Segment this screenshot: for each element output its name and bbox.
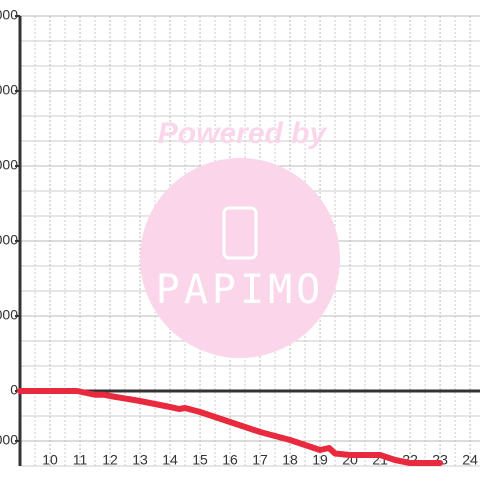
y-tick-label: 120,000	[0, 82, 18, 98]
x-tick-label: 12	[102, 452, 118, 468]
x-tick-label: 19	[312, 452, 328, 468]
x-tick-label: 16	[222, 452, 238, 468]
x-tick-label: 17	[252, 452, 268, 468]
x-tick-label: 11	[73, 452, 88, 468]
x-tick-label: 24	[462, 452, 478, 468]
y-tick-label: 60,000	[0, 232, 18, 248]
watermark-logo: PAPIMO	[156, 267, 325, 313]
y-tick-label: -20,000	[0, 432, 18, 448]
y-tick-label: 30,000	[0, 307, 18, 323]
data-line	[17, 388, 444, 466]
watermark-phone	[222, 206, 258, 260]
x-tick-label: 10	[42, 452, 58, 468]
x-tick-label: 15	[192, 452, 208, 468]
watermark-title: Powered by	[158, 117, 328, 150]
y-tick-label: 0	[10, 382, 18, 398]
y-tick-label: 90,000	[0, 157, 18, 173]
watermark: Powered by PAPIMO	[140, 117, 340, 358]
x-tick-label: 18	[282, 452, 298, 468]
x-tick-label: 14	[162, 452, 178, 468]
x-tick-label: 13	[132, 452, 148, 468]
y-tick-label: 150,000	[0, 7, 18, 23]
